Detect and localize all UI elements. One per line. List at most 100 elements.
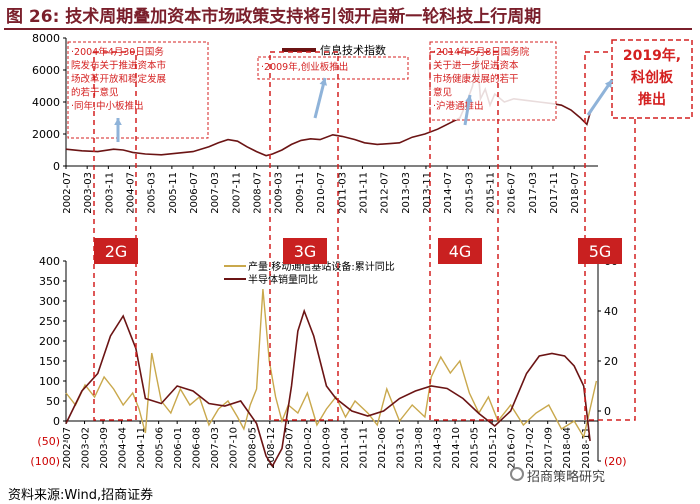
bottom-left-tick-label: 0 (53, 415, 60, 428)
bottom-x-tick-label: 2008-12 (266, 427, 277, 469)
top-x-tick-label: 2014-07 (443, 172, 454, 214)
bottom-x-tick-label: 2014-10 (451, 427, 462, 469)
bottom-left-tick-label: 100 (39, 375, 60, 388)
brand-watermark: 招商策略研究 (527, 470, 606, 485)
bottom-x-tick-label: 2006-01 (173, 427, 184, 469)
bottom-x-tick-label: 2007-10 (229, 427, 240, 469)
cycle-region-box (584, 51, 636, 421)
top-x-tick-label: 2004-07 (126, 172, 137, 214)
bottom-x-tick-label: 2011-04 (340, 427, 351, 469)
policy-annotation-line: ·沪港通推出 (433, 100, 484, 112)
bottom-left-tick-label: 300 (39, 295, 60, 308)
cycle-label-text: 5G (589, 242, 612, 261)
top-y-tick-label: 8000 (32, 32, 60, 45)
bottom-x-tick-label: 2004-04 (118, 427, 129, 469)
bottom-x-tick-label: 2018-04 (562, 427, 573, 469)
top-y-tick-label: 2000 (32, 128, 60, 141)
bottom-left-tick-label: (100) (30, 455, 60, 468)
bottom-right-tick-label: 0 (604, 405, 611, 418)
top-y-tick-label: 0 (53, 160, 60, 173)
top-x-tick-label: 2017-11 (549, 172, 560, 214)
bottom-left-tick-label: 400 (39, 255, 60, 268)
top-legend-label: 信息技术指数 (320, 43, 386, 57)
top-x-tick-label: 2015-03 (464, 172, 475, 214)
top-x-tick-label: 2012-07 (380, 172, 391, 214)
top-x-tick-label: 2016-07 (507, 172, 518, 214)
bottom-x-tick-label: 2010-09 (321, 427, 332, 469)
cycle-label-text: 4G (449, 242, 472, 261)
cycle-label-box (438, 238, 482, 264)
bottom-x-tick-label: 2016-07 (507, 427, 518, 469)
top-x-tick-label: 2018-07 (570, 172, 581, 214)
arrow-2014-head (465, 95, 473, 103)
wechat-logo-icon (510, 467, 524, 481)
top-x-tick-label: 2005-11 (168, 172, 179, 214)
top-x-tick-label: 2007-03 (210, 172, 221, 214)
policy-annotation-box (67, 41, 209, 139)
bottom-x-tick-label: 2013-01 (395, 427, 406, 469)
bottom-x-tick-label: 2015-05 (470, 427, 481, 469)
policy-annotation-line: ·2009年,创业板推出 (261, 61, 348, 73)
bottom-right-tick-label: (20) (604, 455, 627, 468)
policy-annotation-line: ·2014年5月8日国务院 (433, 46, 530, 58)
policy-annotation-line: 市场健康发展的若干 (433, 73, 519, 85)
callout-2019-line: 推出 (638, 91, 666, 108)
bottom-x-tick-label: 2004-11 (136, 427, 147, 469)
bottom-x-tick-label: 2010-02 (303, 427, 314, 469)
top-x-tick-label: 2005-03 (147, 172, 158, 214)
arrow-2019 (586, 79, 614, 116)
bottom-legend-label-2: 半导体销量同比 (248, 273, 318, 286)
bottom-left-tick-label: 250 (39, 315, 60, 328)
top-x-tick-label: 2011-03 (337, 172, 348, 214)
title-rule (4, 28, 692, 30)
semiconductor-series-line (65, 308, 591, 468)
top-x-tick-label: 2013-11 (422, 172, 433, 214)
top-x-tick-label: 2010-07 (316, 172, 327, 214)
bottom-right-tick-label: 20 (604, 355, 618, 368)
bottom-left-tick-label: 50 (46, 395, 60, 408)
bottom-x-tick-label: 2018-11 (581, 427, 592, 469)
bottom-x-tick-label: 2007-03 (210, 427, 221, 469)
top-x-tick-label: 2017-03 (528, 172, 539, 214)
bottom-x-tick-label: 2006-08 (192, 427, 203, 469)
policy-annotation-box (257, 56, 409, 80)
bottom-left-tick-label: 200 (39, 335, 60, 348)
policy-annotation-line: ·2004年4月30日国务 (71, 46, 164, 58)
bottom-x-tick-label: 2009-07 (284, 427, 295, 469)
figure-title-text: 技术周期叠加资本市场政策支持将引领开启新一轮科技上行周期 (65, 7, 542, 27)
callout-2019-box (611, 39, 693, 119)
policy-annotation-box (429, 41, 557, 121)
top-y-tick-label: 4000 (32, 96, 60, 109)
bottom-x-tick-label: 2015-12 (488, 427, 499, 469)
bottom-x-tick-label: 2003-09 (99, 427, 110, 469)
bottom-x-tick-label: 2012-06 (377, 427, 388, 469)
top-x-tick-label: 2008-07 (253, 172, 264, 214)
cycle-label-text: 3G (294, 242, 317, 261)
policy-annotation-line: 院发布关于推进资本市 (71, 60, 167, 72)
policy-annotation-line: ·同年,中小板推出 (71, 100, 144, 112)
bottom-right-tick-label: 40 (604, 305, 618, 318)
figure-label: 图 26: (6, 7, 60, 27)
cycle-region-box (93, 51, 137, 421)
top-x-tick-label: 2009-11 (295, 172, 306, 214)
bottom-x-tick-label: 2014-03 (433, 427, 444, 469)
bottom-x-tick-label: 2003-02 (81, 427, 92, 469)
source-note: 资料来源:Wind,招商证券 (8, 488, 154, 503)
bottom-left-tick-label: 150 (39, 355, 60, 368)
top-x-tick-label: 2007-11 (231, 172, 242, 214)
top-x-tick-label: 2003-11 (104, 172, 115, 214)
arrow-2009-head (319, 78, 328, 86)
bottom-x-tick-label: 2011-11 (358, 427, 369, 469)
bottom-x-tick-label: 2017-02 (525, 427, 536, 469)
cycle-label-box (94, 238, 138, 264)
callout-2019-line: 2019年, (623, 47, 681, 64)
top-x-tick-label: 2009-03 (274, 172, 285, 214)
policy-annotation-line: 关于进一步促进资本 (433, 60, 519, 72)
cycle-label-text: 2G (105, 242, 128, 261)
bottom-left-tick-label: (50) (37, 435, 60, 448)
top-x-tick-label: 2006-07 (189, 172, 200, 214)
bottom-x-tick-label: 2017-09 (544, 427, 555, 469)
top-y-tick-label: 6000 (32, 64, 60, 77)
cycle-label-box (283, 238, 327, 264)
